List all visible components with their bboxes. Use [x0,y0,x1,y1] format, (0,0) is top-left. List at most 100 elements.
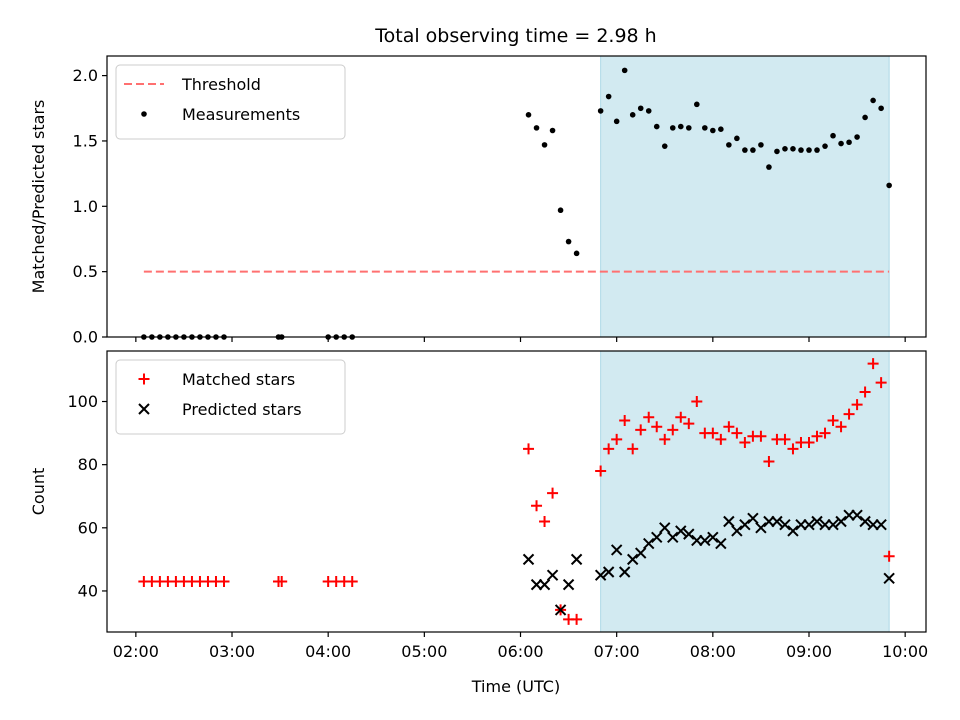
x-tick-label: 04:00 [305,642,351,661]
data-point [851,399,863,411]
data-point [610,544,623,556]
data-point [710,127,716,134]
data-point [739,518,751,531]
data-point [867,358,879,370]
data-point [557,207,564,214]
data-point [755,430,767,442]
data-point [766,164,772,170]
x-tick-label: 02:00 [113,642,159,661]
legend-label: Predicted stars [182,400,302,419]
x-axis-label: Time (UTC) [471,677,560,696]
data-point [570,553,583,566]
data-point [685,125,692,131]
data-point [699,534,711,547]
observing-window-shade [600,350,890,633]
data-point [883,572,895,585]
data-point [691,396,703,408]
data-point [539,515,551,527]
data-point [562,578,575,591]
data-point [525,112,532,118]
data-point [635,547,647,559]
x-tick-label: 06:00 [497,642,543,661]
data-point [629,112,636,118]
data-point [637,105,644,112]
legend-box [115,64,346,140]
data-point [803,518,815,531]
y-tick-label: 1.5 [73,131,98,150]
y-tick-label: 60 [78,518,98,537]
legend: Threshold Measurements [115,64,346,140]
bottom-panel: 40 60 80 100 02:00 03:00 04:00 05:00 06:00 07:00 0… [29,350,928,661]
data-point [677,123,684,130]
y-tick-label: 100 [67,392,98,411]
data-point [276,575,288,587]
legend-marker [138,403,150,415]
data-point [731,525,743,537]
legend-box [115,359,346,435]
data-point [859,386,871,398]
data-point [827,518,839,531]
x-tick-label: 05:00 [401,642,447,661]
data-point [522,553,535,566]
top-panel: 0.0 0.5 1.0 1.5 2.0 Matched/Predicted stars Th… [29,55,927,347]
data-point [811,430,823,442]
data-point [627,443,639,455]
data-point [531,500,543,512]
data-point [702,125,708,131]
series-predicted-stars [522,509,895,616]
data-point [806,147,812,153]
data-point [619,414,631,426]
y-tick-label: 1.0 [73,197,98,216]
data-point [787,443,799,455]
data-point [707,427,719,439]
data-point [643,411,655,423]
data-point [838,140,844,147]
axes-frame [106,55,927,338]
data-point [669,125,676,131]
y-tick-label: 2.0 [73,66,98,85]
legend-label: Measurements [182,105,300,124]
data-point [659,433,671,445]
chart-title: Total observing time = 2.98 h [374,25,656,47]
data-point [635,424,647,436]
legend-marker [138,373,150,385]
data-point [643,537,655,550]
data-point [675,411,687,423]
data-point [811,515,823,528]
legend-label: Matched stars [182,370,295,389]
x-tick-label: 08:00 [690,642,736,661]
data-point [602,566,615,578]
data-point [731,427,743,439]
data-point [618,566,631,578]
data-point [611,433,623,445]
data-point [613,118,620,125]
data-point [763,456,775,468]
data-point [870,97,876,104]
legend-marker [141,111,147,117]
data-point [787,525,799,537]
data-point [573,250,580,257]
data-point [883,550,895,562]
y-tick-label: 80 [78,455,98,474]
x-tick-label: 07:00 [594,642,640,661]
data-point [846,139,852,146]
data-point [747,512,759,525]
data-point [546,569,559,581]
data-point [523,443,535,455]
data-point [603,443,615,455]
x-tick-label: 03:00 [209,642,255,661]
x-tick-label: 09:00 [786,642,832,661]
data-point [803,437,815,449]
data-point [621,67,628,74]
series-matched-stars [138,358,895,625]
data-point [715,433,727,445]
data-point [878,105,884,112]
data-point [346,575,358,587]
y-axis-label: Count [29,468,48,516]
x-tick-label: 10:00 [882,642,928,661]
data-point [859,515,871,528]
data-point [827,414,839,426]
data-point [814,147,820,153]
data-point [597,108,604,114]
data-point [626,553,639,566]
